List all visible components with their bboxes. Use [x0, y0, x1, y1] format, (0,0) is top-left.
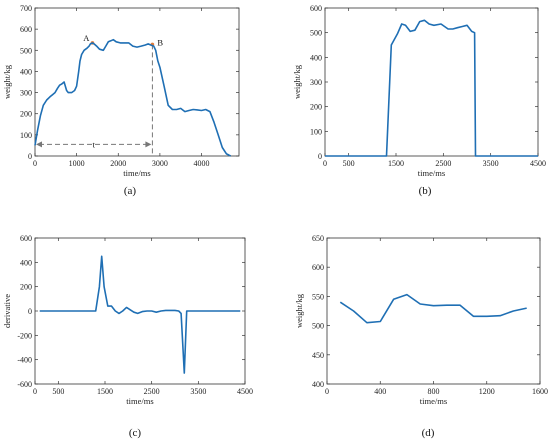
y-axis-label: derivative [2, 294, 12, 328]
panel-label-b: (b) [419, 185, 432, 197]
y-tick-label: 650 [312, 234, 324, 243]
x-tick-label: 1500 [97, 387, 113, 396]
x-tick-label: 400 [374, 387, 386, 396]
x-axis-label: time/ms [420, 396, 447, 406]
y-tick-label: 600 [312, 263, 324, 272]
y-tick-label: 0 [318, 152, 322, 161]
y-tick-label: 550 [312, 292, 324, 301]
plot-frame [326, 237, 541, 385]
chart-panel-a: 0 1000 2000 3000 4000 0 100 200 300 400 500 600 700 t… [2, 4, 240, 197]
panel-label-a: (a) [124, 185, 137, 197]
x-tick-label: 3500 [190, 387, 206, 396]
y-tick-label: 400 [312, 380, 324, 389]
x-tick-label: 4000 [194, 159, 210, 168]
chart-panel-d: 0 400 800 1200 1600400450500550600650time/ms… [294, 234, 548, 439]
y-tick-label: 300 [310, 78, 322, 87]
y-tick-label: 600 [20, 234, 32, 243]
y-tick-label: 400 [20, 258, 32, 267]
y-tick-label: 500 [312, 322, 324, 331]
series-line [325, 19, 538, 157]
y-tick-label: 400 [310, 53, 322, 62]
y-axis-label: weight/kg [294, 293, 304, 328]
x-tick-label: 1000 [69, 159, 85, 168]
y-tick-label: 400 [20, 67, 32, 76]
y-tick-label: 0 [28, 307, 32, 316]
interval-label-t: t [93, 139, 96, 149]
y-tick-label: -200 [17, 331, 32, 340]
point-B-label: B [157, 37, 163, 47]
chart-panel-b: 0 500 1500 2500 3500 4500 0 100 200 300 400 500 600 t… [292, 4, 546, 197]
x-tick-label: 4500 [530, 159, 546, 168]
y-tick-label: 500 [310, 29, 322, 38]
panel-label-d: (d) [422, 427, 435, 439]
x-tick-label: 800 [428, 387, 440, 396]
plot-frame [34, 7, 240, 157]
y-tick-label: 0 [28, 152, 32, 161]
series-line [339, 293, 527, 324]
x-tick-label: 1500 [388, 159, 404, 168]
x-axis-label: time/ms [126, 396, 153, 406]
x-tick-label: 2500 [144, 387, 160, 396]
x-tick-label: 500 [52, 387, 64, 396]
point-A-label: A [83, 33, 90, 43]
y-tick-label: 700 [20, 4, 32, 13]
x-tick-label: 3500 [483, 159, 499, 168]
x-axis-label: time/ms [123, 168, 150, 178]
y-tick-label: 200 [20, 110, 32, 119]
x-tick-label: 2500 [435, 159, 451, 168]
y-tick-label: 100 [310, 127, 322, 136]
y-tick-label: 300 [20, 89, 32, 98]
y-axis-label: weight/kg [2, 64, 12, 99]
x-tick-label: 0 [33, 387, 37, 396]
interval-arrow-right [145, 141, 152, 148]
x-tick-label: 3000 [152, 159, 168, 168]
y-tick-label: 200 [310, 103, 322, 112]
x-tick-label: 500 [343, 159, 355, 168]
chart-panel-c: 0 500 1500 2500 3500 4500 -600 -400 -200 0 200 400 6… [2, 234, 253, 439]
y-tick-label: 500 [20, 46, 32, 55]
y-axis-label: weight/kg [292, 64, 302, 99]
plot-frame [324, 7, 539, 157]
x-tick-label: 0 [33, 159, 37, 168]
y-tick-label: 450 [312, 351, 324, 360]
y-tick-label: -400 [17, 356, 32, 365]
interval-arrow-left [36, 141, 42, 148]
panel-label-c: (c) [129, 427, 142, 439]
y-tick-label: -600 [17, 380, 32, 389]
y-tick-label: 200 [20, 283, 32, 292]
y-tick-label: 100 [20, 131, 32, 140]
x-tick-label: 0 [325, 387, 329, 396]
x-tick-label: 0 [323, 159, 327, 168]
series-line [34, 38, 232, 157]
x-tick-label: 1200 [479, 387, 495, 396]
x-tick-label: 4500 [237, 387, 253, 396]
series-line [39, 255, 241, 374]
x-tick-label: 2000 [110, 159, 126, 168]
x-axis-label: time/ms [418, 168, 445, 178]
x-tick-label: 1600 [532, 387, 548, 396]
y-tick-label: 600 [310, 4, 322, 13]
y-tick-label: 600 [20, 25, 32, 34]
